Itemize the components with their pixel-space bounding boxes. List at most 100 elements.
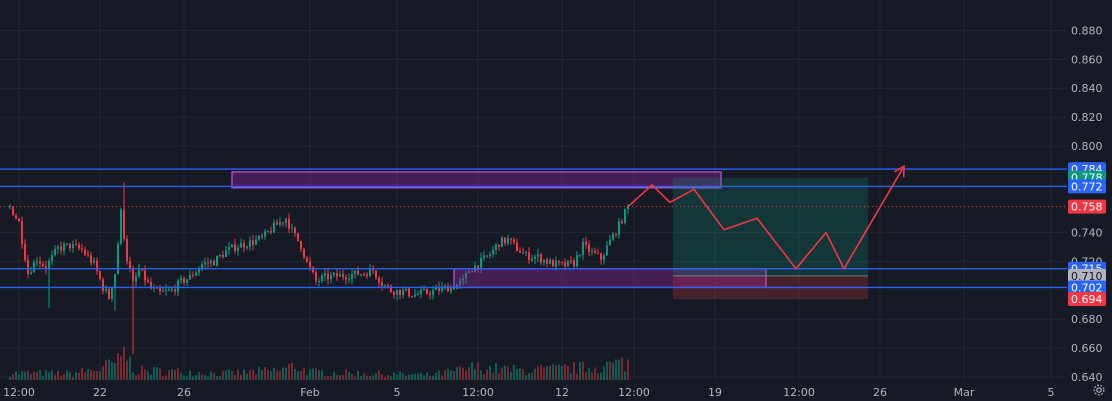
- volume-bar: [573, 362, 575, 380]
- candle-body: [573, 260, 575, 267]
- candle-body: [300, 241, 302, 250]
- candle-body: [471, 271, 473, 273]
- candle-body: [264, 231, 266, 237]
- volume-bar: [117, 353, 119, 380]
- volume-bar: [540, 364, 542, 380]
- volume-bar: [345, 369, 347, 380]
- volume-bar: [567, 365, 569, 380]
- volume-bar: [222, 370, 224, 380]
- volume-bar: [579, 362, 581, 380]
- volume-bar: [531, 372, 533, 380]
- volume-bar: [279, 370, 281, 380]
- candle-body: [30, 272, 32, 274]
- volume-bar: [99, 370, 101, 380]
- volume-bar: [270, 370, 272, 380]
- candle-body: [102, 279, 104, 291]
- volume-bar: [498, 372, 500, 380]
- volume-bar: [627, 359, 629, 380]
- volume-bar: [114, 362, 116, 380]
- candle-body: [555, 260, 557, 267]
- gear-icon[interactable]: [1092, 383, 1106, 397]
- candle-body: [624, 208, 626, 224]
- candle-body: [12, 206, 14, 216]
- price-tick-label: 0.740: [1071, 227, 1103, 240]
- candle-body: [510, 238, 512, 240]
- volume-bar: [552, 364, 554, 380]
- candle-body: [216, 256, 218, 266]
- volume-bar: [162, 376, 164, 380]
- volume-bar: [300, 370, 302, 380]
- volume-bar: [33, 371, 35, 380]
- volume-bar: [507, 366, 509, 380]
- candle-body: [429, 293, 431, 295]
- candle-body: [396, 289, 398, 295]
- candle-body: [606, 245, 608, 256]
- volume-bar: [168, 370, 170, 380]
- volume-bar: [120, 356, 122, 380]
- volume-bar: [390, 375, 392, 380]
- candle-body: [54, 249, 56, 256]
- candle-body: [210, 260, 212, 264]
- volume-bar: [12, 374, 14, 380]
- volume-bar: [381, 374, 383, 380]
- candle-body: [192, 274, 194, 276]
- candle-body: [588, 244, 590, 252]
- candle-body: [258, 236, 260, 240]
- volume-bar: [372, 375, 374, 380]
- candle-body: [567, 260, 569, 267]
- candle-body: [222, 254, 224, 258]
- time-tick-label: 19: [708, 386, 722, 399]
- candle-body: [96, 260, 98, 272]
- volume-bar: [192, 376, 194, 380]
- volume-bar: [285, 367, 287, 380]
- volume-bar: [615, 359, 617, 380]
- volume-bar: [267, 369, 269, 380]
- volume-bar: [201, 374, 203, 380]
- candle-body: [480, 257, 482, 269]
- volume-bar: [438, 370, 440, 380]
- candle-body: [549, 259, 551, 264]
- volume-bar: [213, 373, 215, 380]
- price-tag-background: [1068, 199, 1106, 214]
- volume-bar: [237, 369, 239, 380]
- volume-bar: [471, 362, 473, 380]
- candle-body: [600, 253, 602, 260]
- price-tag-background: [1068, 292, 1106, 307]
- volume-bar: [252, 369, 254, 380]
- candle-body: [516, 242, 518, 252]
- volume-bar: [138, 374, 140, 380]
- time-tick-label: 22: [93, 386, 107, 399]
- time-tick-label: Mar: [954, 386, 975, 399]
- candle-body: [84, 249, 86, 255]
- volume-bar: [534, 368, 536, 380]
- volume-bar: [42, 376, 44, 380]
- volume-bar: [360, 375, 362, 380]
- candle-body: [351, 274, 353, 280]
- candle-body: [477, 265, 479, 269]
- candle-body: [24, 243, 26, 261]
- volume-bar: [72, 376, 74, 380]
- volume-bar: [204, 375, 206, 380]
- volume-bar: [30, 374, 32, 380]
- candle-body: [618, 221, 620, 235]
- candle-body: [180, 277, 182, 281]
- volume-bar: [306, 375, 308, 380]
- candle-body: [459, 280, 461, 285]
- volume-bar: [231, 370, 233, 380]
- volume-bar: [234, 374, 236, 380]
- candle-body: [117, 243, 119, 275]
- time-tick-label: 26: [873, 386, 887, 399]
- volume-bar: [225, 370, 227, 380]
- candle-body: [336, 273, 338, 277]
- candle-body: [579, 254, 581, 256]
- candle-body: [252, 240, 254, 245]
- candle-body: [456, 284, 458, 290]
- volume-bar: [108, 359, 110, 380]
- volume-bar: [336, 375, 338, 380]
- candle-body: [615, 233, 617, 235]
- candle-body: [267, 231, 269, 233]
- candle-body: [465, 273, 467, 279]
- volume-bar: [51, 370, 53, 380]
